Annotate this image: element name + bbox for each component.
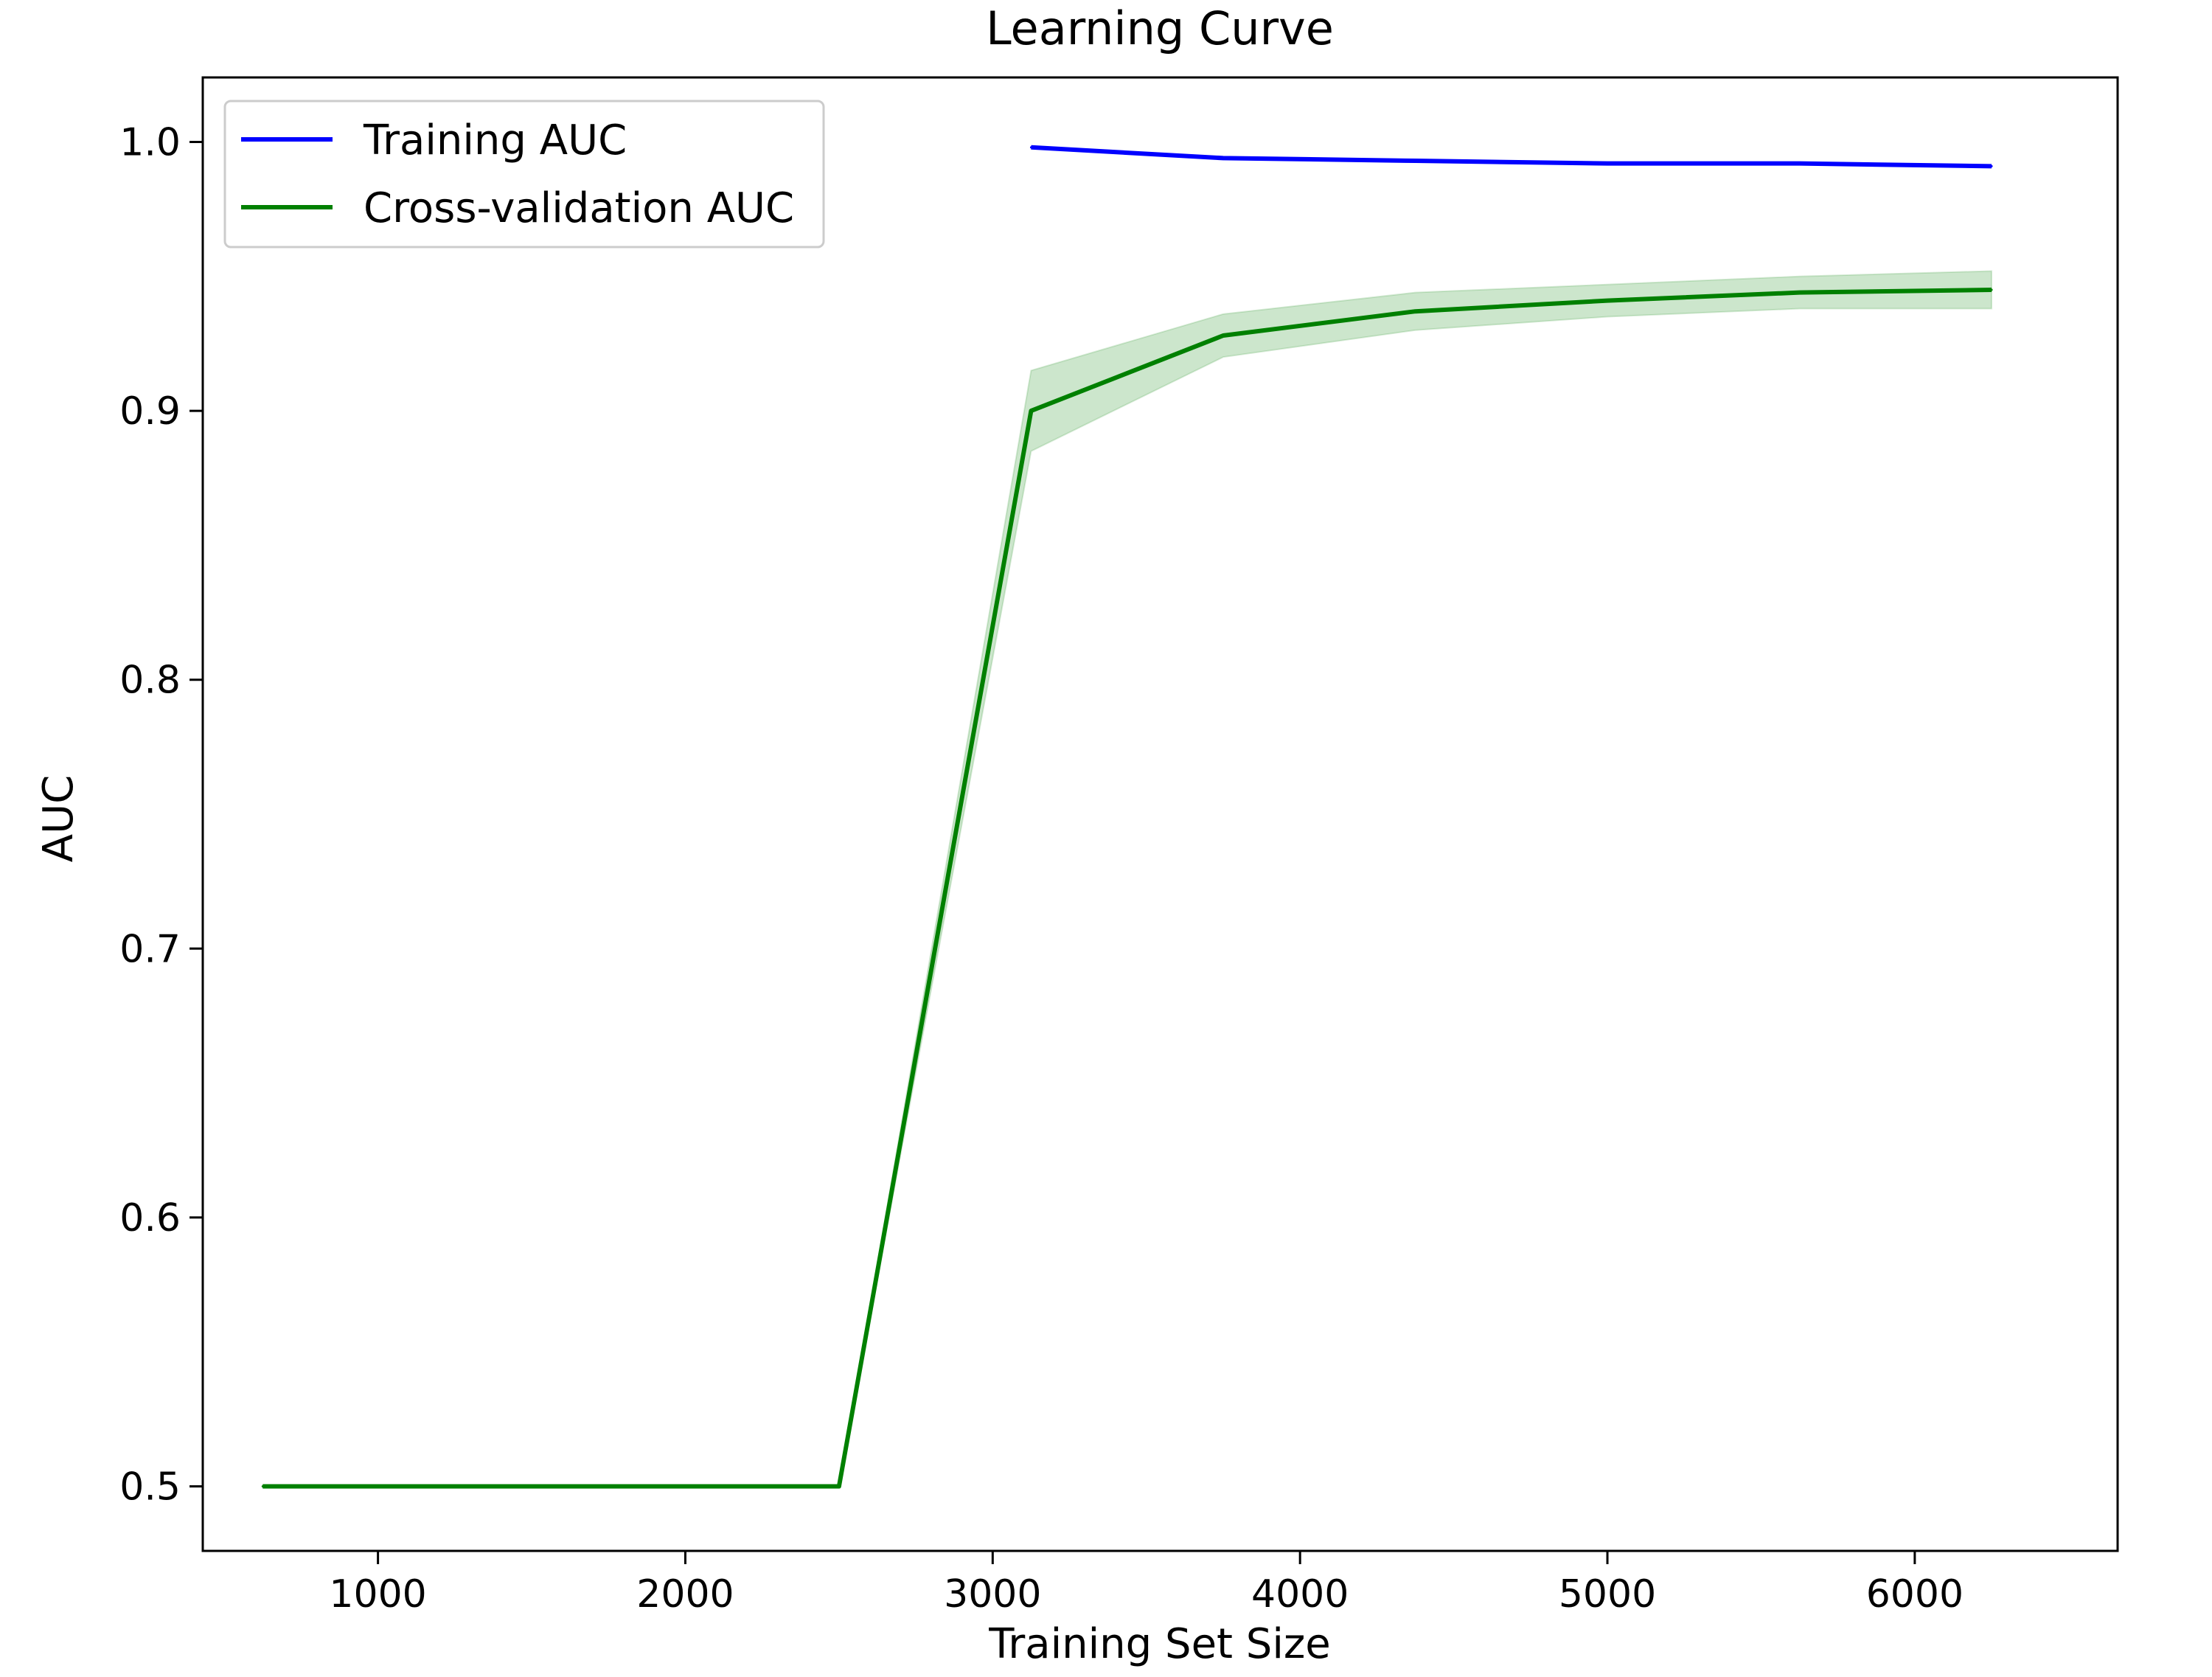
- y-tick-label-2: 0.7: [119, 927, 181, 971]
- chart-title: Learning Curve: [986, 1, 1334, 55]
- y-tick-label-0: 0.5: [119, 1465, 181, 1509]
- series-1-point-2: [645, 1485, 648, 1487]
- y-axis-label: AUC: [35, 775, 83, 862]
- series-0-point-1: [1222, 156, 1225, 159]
- series-1-point-0: [261, 1485, 264, 1487]
- series-0-point-5: [1990, 164, 1993, 167]
- series-1-point-7: [1606, 299, 1609, 302]
- x-tick-label-2: 3000: [944, 1572, 1041, 1617]
- series-0-line: [1031, 145, 1992, 169]
- series-1-point-6: [1413, 310, 1416, 313]
- y-tick-label-3: 0.8: [119, 659, 181, 703]
- series-0-point-0: [1029, 146, 1032, 149]
- legend: Training AUC Cross-validation AUC: [223, 100, 825, 249]
- x-tick-label-5: 6000: [1866, 1572, 1964, 1617]
- y-tick-label-1: 0.6: [119, 1196, 181, 1240]
- series-1-point-8: [1798, 291, 1801, 294]
- legend-box: [223, 100, 825, 249]
- x-tick-label-1: 2000: [636, 1572, 734, 1617]
- x-tick-label-4: 5000: [1559, 1572, 1656, 1617]
- plot-area-frame: [201, 76, 2119, 1552]
- series-1-line: [262, 288, 1992, 1489]
- x-tick-label-3: 4000: [1251, 1572, 1349, 1617]
- legend-label-0: Training AUC: [363, 117, 627, 164]
- y-tick-label-4: 0.9: [119, 389, 181, 434]
- x-tick-label-0: 1000: [329, 1572, 426, 1617]
- series-0-point-3: [1606, 162, 1609, 165]
- series-1-point-9: [1990, 288, 1993, 291]
- x-axis-label: Training Set Size: [988, 1620, 1330, 1668]
- y-tick-label-5: 1.0: [119, 121, 181, 165]
- series-1-point-5: [1222, 334, 1225, 337]
- legend-label-1: Cross-validation AUC: [364, 184, 794, 232]
- series-1-point-3: [838, 1485, 841, 1487]
- series-0-point-4: [1798, 162, 1801, 165]
- series-0-point-2: [1413, 159, 1416, 162]
- series-1-point-4: [1029, 409, 1032, 412]
- series-1-point-1: [453, 1485, 456, 1487]
